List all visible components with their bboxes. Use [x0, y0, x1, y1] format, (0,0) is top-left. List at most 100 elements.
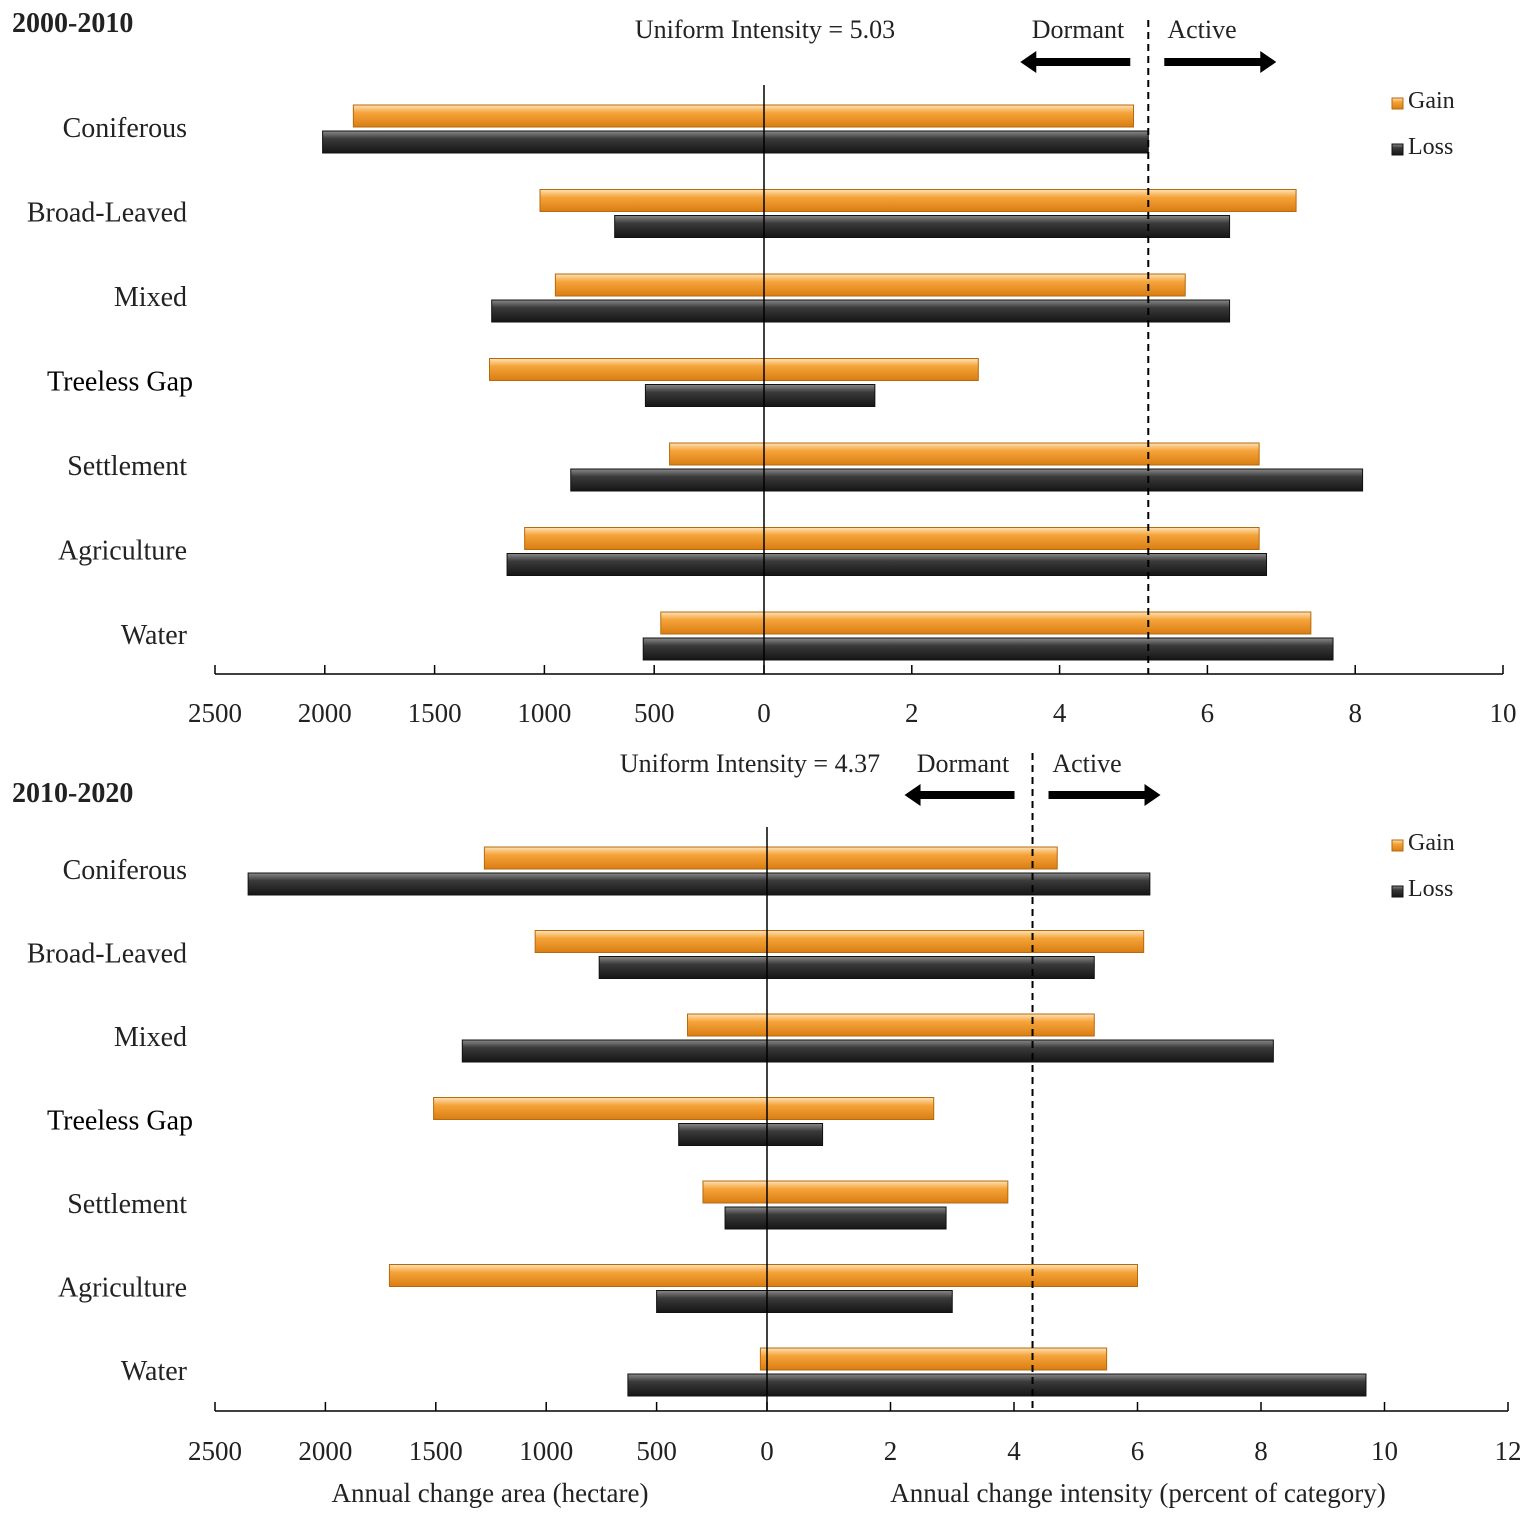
gain-intensity-bar [763, 189, 1297, 212]
legend-loss-swatch [1391, 143, 1404, 156]
intensity-tick-label: 10 [1490, 698, 1517, 728]
active-label: Active [1052, 749, 1121, 778]
intensity-tick-label: 6 [1201, 698, 1215, 728]
intensity-tick-label: 8 [1254, 1436, 1268, 1466]
dormant-label: Dormant [917, 749, 1010, 778]
gain-area-bar [483, 846, 768, 870]
loss-area-bar [614, 215, 765, 238]
gain-area-bar [524, 527, 765, 550]
loss-area-bar [642, 637, 765, 661]
dormant-arrow-icon [904, 784, 1015, 806]
legend-loss-label: Loss [1408, 876, 1453, 902]
gain-intensity-bar [766, 1097, 935, 1120]
loss-intensity-bar [763, 637, 1334, 661]
category-label: Settlement [67, 1189, 187, 1220]
loss-area-bar [644, 384, 765, 407]
loss-intensity-bar [766, 1123, 824, 1146]
loss-area-bar [247, 872, 768, 896]
loss-intensity-bar [766, 1039, 1274, 1063]
category-label: Agriculture [58, 536, 187, 567]
area-tick-label: 0 [757, 698, 771, 728]
category-label: Broad-Leaved [27, 198, 187, 229]
category-label: Coniferous [63, 113, 187, 144]
intensity-tick-label: 4 [1053, 698, 1067, 728]
period-title: 2010-2020 [12, 778, 133, 809]
loss-area-bar [322, 130, 765, 154]
gain-intensity-bar [766, 1013, 1095, 1037]
category-label: Treeless Gap [47, 1106, 193, 1137]
x-axis-label-intensity: Annual change intensity (percent of cate… [890, 1478, 1386, 1508]
active-arrow-icon [1048, 784, 1161, 806]
loss-area-bar [506, 553, 765, 576]
loss-area-bar [678, 1123, 768, 1146]
gain-intensity-bar [766, 1264, 1138, 1287]
loss-intensity-bar [763, 215, 1231, 238]
intensity-tick-label: 2 [905, 698, 919, 728]
category-label: Water [121, 1356, 188, 1387]
intensity-tick-label: 12 [1495, 1436, 1522, 1466]
intensity-tick-label: 4 [1007, 1436, 1021, 1466]
loss-intensity-bar [763, 553, 1268, 576]
loss-intensity-bar [766, 872, 1151, 896]
gain-intensity-bar [766, 846, 1058, 870]
area-tick-label: 2000 [298, 1436, 352, 1466]
gain-area-bar [433, 1097, 768, 1120]
gain-intensity-bar [763, 442, 1260, 466]
intensity-tick-label: 8 [1348, 698, 1362, 728]
gain-area-bar [352, 104, 765, 128]
gain-intensity-bar [766, 1180, 1009, 1204]
gain-area-bar [687, 1013, 768, 1037]
gain-intensity-bar [763, 611, 1312, 635]
area-tick-label: 2500 [188, 698, 242, 728]
category-label: Broad-Leaved [27, 939, 187, 970]
category-label: Mixed [114, 282, 187, 313]
legend-gain-label: Gain [1408, 830, 1455, 856]
category-label: Agriculture [58, 1273, 187, 1304]
loss-intensity-bar [766, 1373, 1367, 1397]
x-axis-label-area: Annual change area (hectare) [331, 1478, 648, 1508]
gain-intensity-bar [763, 358, 979, 381]
active-label: Active [1167, 15, 1236, 44]
loss-area-bar [598, 956, 768, 979]
gain-intensity-bar [763, 104, 1134, 128]
gain-area-bar [539, 189, 765, 212]
loss-intensity-bar [763, 130, 1149, 154]
gain-area-bar [388, 1264, 768, 1287]
category-label: Coniferous [63, 855, 187, 886]
category-label: Mixed [114, 1022, 187, 1053]
gain-area-bar [669, 442, 765, 466]
uniform-intensity-label: Uniform Intensity = 5.03 [635, 15, 895, 44]
loss-area-bar [656, 1290, 768, 1313]
category-label: Settlement [67, 451, 187, 482]
category-label: Treeless Gap [47, 367, 193, 398]
area-tick-label: 2000 [298, 698, 352, 728]
period-title: 2000-2010 [12, 8, 133, 39]
gain-area-bar [660, 611, 765, 635]
gain-area-bar [534, 930, 768, 953]
area-tick-label: 500 [634, 698, 675, 728]
loss-area-bar [627, 1373, 768, 1397]
legend-gain-swatch [1391, 839, 1404, 852]
loss-intensity-bar [763, 468, 1364, 492]
loss-area-bar [461, 1039, 768, 1063]
intensity-tick-label: 6 [1131, 1436, 1145, 1466]
loss-intensity-bar [766, 1290, 953, 1313]
area-tick-label: 1500 [408, 698, 462, 728]
loss-intensity-bar [766, 1206, 947, 1230]
category-label: Water [121, 620, 188, 651]
area-tick-label: 1500 [409, 1436, 463, 1466]
area-tick-label: 0 [760, 1436, 774, 1466]
uniform-intensity-label: Uniform Intensity = 4.37 [620, 749, 880, 778]
loss-area-bar [491, 299, 765, 323]
loss-area-bar [724, 1206, 768, 1230]
intensity-tick-label: 2 [884, 1436, 898, 1466]
gain-area-bar [554, 273, 765, 297]
dormant-arrow-icon [1020, 51, 1131, 73]
loss-intensity-bar [766, 956, 1095, 979]
panel-2000-2010: 2000-2010 Coniferous Broad-Leaved Mixed Tree… [12, 8, 1517, 728]
loss-intensity-bar [763, 299, 1231, 323]
panel-2010-2020: 2010-2020 Coniferous Broad-Leaved Mixed Tree… [12, 749, 1522, 1466]
legend-loss-swatch [1391, 885, 1404, 898]
legend-loss-label: Loss [1408, 134, 1453, 160]
